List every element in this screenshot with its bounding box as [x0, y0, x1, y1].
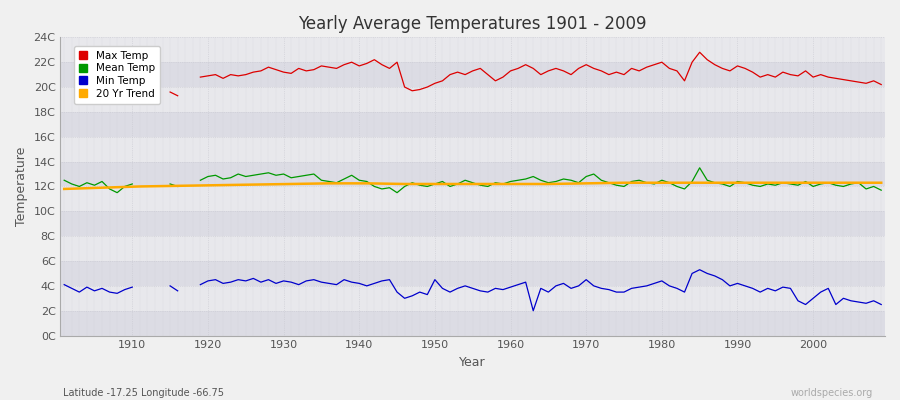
Text: worldspecies.org: worldspecies.org	[791, 388, 873, 398]
Bar	[60, 137, 885, 162]
Bar	[60, 162, 885, 186]
Bar	[60, 186, 885, 211]
Legend: Max Temp, Mean Temp, Min Temp, 20 Yr Trend: Max Temp, Mean Temp, Min Temp, 20 Yr Tre…	[74, 46, 160, 104]
Bar	[60, 286, 885, 311]
Bar	[60, 236, 885, 261]
Y-axis label: Temperature: Temperature	[15, 147, 28, 226]
Bar	[60, 311, 885, 336]
Bar	[60, 112, 885, 137]
X-axis label: Year: Year	[459, 356, 486, 369]
Text: Latitude -17.25 Longitude -66.75: Latitude -17.25 Longitude -66.75	[63, 388, 224, 398]
Bar	[60, 261, 885, 286]
Bar	[60, 87, 885, 112]
Bar	[60, 62, 885, 87]
Bar	[60, 37, 885, 62]
Title: Yearly Average Temperatures 1901 - 2009: Yearly Average Temperatures 1901 - 2009	[299, 15, 647, 33]
Bar	[60, 211, 885, 236]
